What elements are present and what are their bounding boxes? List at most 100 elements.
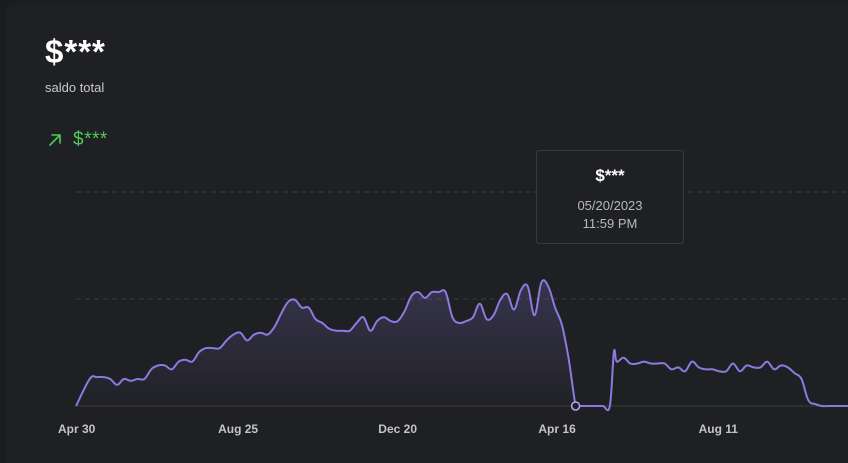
data-point[interactable]	[285, 299, 291, 305]
data-point[interactable]	[265, 332, 271, 338]
data-point[interactable]	[94, 374, 100, 380]
data-point[interactable]	[532, 312, 538, 318]
data-point[interactable]	[148, 366, 154, 372]
data-point[interactable]	[449, 314, 455, 320]
data-point[interactable]	[141, 376, 147, 382]
data-point[interactable]	[764, 359, 770, 365]
data-point[interactable]	[189, 359, 195, 365]
data-point[interactable]	[87, 376, 93, 382]
data-point[interactable]	[785, 364, 791, 370]
data-point[interactable]	[682, 368, 688, 374]
data-point[interactable]	[340, 328, 346, 334]
data-point[interactable]	[135, 376, 141, 382]
data-point[interactable]	[128, 378, 134, 384]
data-point[interactable]	[456, 320, 462, 326]
data-point[interactable]	[771, 366, 777, 372]
data-point[interactable]	[600, 403, 606, 409]
data-point[interactable]	[388, 318, 394, 324]
data-point[interactable]	[292, 297, 298, 303]
data-point[interactable]	[169, 366, 175, 372]
data-point[interactable]	[627, 361, 633, 367]
data-point[interactable]	[757, 364, 763, 370]
data-point[interactable]	[518, 287, 524, 293]
data-point[interactable]	[491, 312, 497, 318]
data-point[interactable]	[504, 291, 510, 297]
data-point[interactable]	[545, 283, 551, 289]
data-point[interactable]	[73, 403, 79, 409]
data-point[interactable]	[367, 328, 373, 334]
data-point[interactable]	[203, 345, 209, 351]
data-point[interactable]	[319, 320, 325, 326]
data-point[interactable]	[258, 330, 264, 336]
data-point[interactable]	[812, 401, 818, 407]
data-point[interactable]	[611, 349, 617, 355]
data-point[interactable]	[230, 332, 236, 338]
data-point[interactable]	[826, 403, 832, 409]
data-point[interactable]	[634, 361, 640, 367]
data-point[interactable]	[614, 359, 620, 365]
data-point[interactable]	[299, 305, 305, 311]
data-point[interactable]	[559, 322, 565, 328]
data-point[interactable]	[155, 363, 161, 369]
data-point[interactable]	[237, 330, 243, 336]
data-point[interactable]	[272, 324, 278, 330]
data-point[interactable]	[716, 368, 722, 374]
data-point[interactable]	[183, 357, 189, 363]
data-point[interactable]	[360, 314, 366, 320]
data-point[interactable]	[668, 366, 674, 372]
data-point[interactable]	[244, 337, 250, 343]
data-point[interactable]	[333, 328, 339, 334]
data-point[interactable]	[306, 305, 312, 311]
data-point[interactable]	[689, 359, 695, 365]
data-point[interactable]	[525, 283, 531, 289]
data-point[interactable]	[641, 359, 647, 365]
data-point[interactable]	[580, 403, 586, 409]
data-point[interactable]	[621, 355, 627, 361]
data-point[interactable]	[347, 328, 353, 334]
data-point[interactable]	[696, 364, 702, 370]
data-point[interactable]	[538, 280, 544, 286]
data-point[interactable]	[162, 363, 168, 369]
data-point[interactable]	[655, 361, 661, 367]
data-point[interactable]	[840, 403, 846, 409]
data-point[interactable]	[402, 308, 408, 314]
data-point[interactable]	[662, 361, 668, 367]
data-point[interactable]	[778, 363, 784, 369]
data-point[interactable]	[799, 376, 805, 382]
data-point[interactable]	[429, 289, 435, 295]
data-point[interactable]	[675, 364, 681, 370]
data-point[interactable]	[723, 368, 729, 374]
data-point[interactable]	[703, 366, 709, 372]
data-point[interactable]	[278, 310, 284, 316]
data-point[interactable]	[436, 289, 442, 295]
data-point[interactable]	[210, 345, 216, 351]
data-point[interactable]	[374, 318, 380, 324]
data-point[interactable]	[648, 361, 654, 367]
data-point[interactable]	[408, 293, 414, 299]
data-point[interactable]	[552, 305, 558, 311]
data-point[interactable]	[484, 316, 490, 322]
data-point[interactable]	[224, 337, 230, 343]
data-point[interactable]	[114, 382, 120, 388]
data-point[interactable]	[463, 318, 469, 324]
data-point[interactable]	[395, 318, 401, 324]
data-point[interactable]	[566, 357, 572, 363]
data-point[interactable]	[415, 289, 421, 295]
data-point[interactable]	[586, 403, 592, 409]
data-point[interactable]	[313, 316, 319, 322]
data-point[interactable]	[251, 332, 257, 338]
data-point[interactable]	[107, 376, 113, 382]
data-point[interactable]	[751, 364, 757, 370]
data-point[interactable]	[470, 314, 476, 320]
data-point[interactable]	[176, 359, 182, 365]
data-point[interactable]	[710, 366, 716, 372]
data-point[interactable]	[381, 314, 387, 320]
data-point[interactable]	[792, 370, 798, 376]
data-point[interactable]	[354, 320, 360, 326]
data-point[interactable]	[443, 289, 449, 295]
data-point[interactable]	[607, 403, 613, 409]
data-point[interactable]	[511, 307, 517, 313]
data-point[interactable]	[737, 368, 743, 374]
data-point[interactable]	[730, 361, 736, 367]
